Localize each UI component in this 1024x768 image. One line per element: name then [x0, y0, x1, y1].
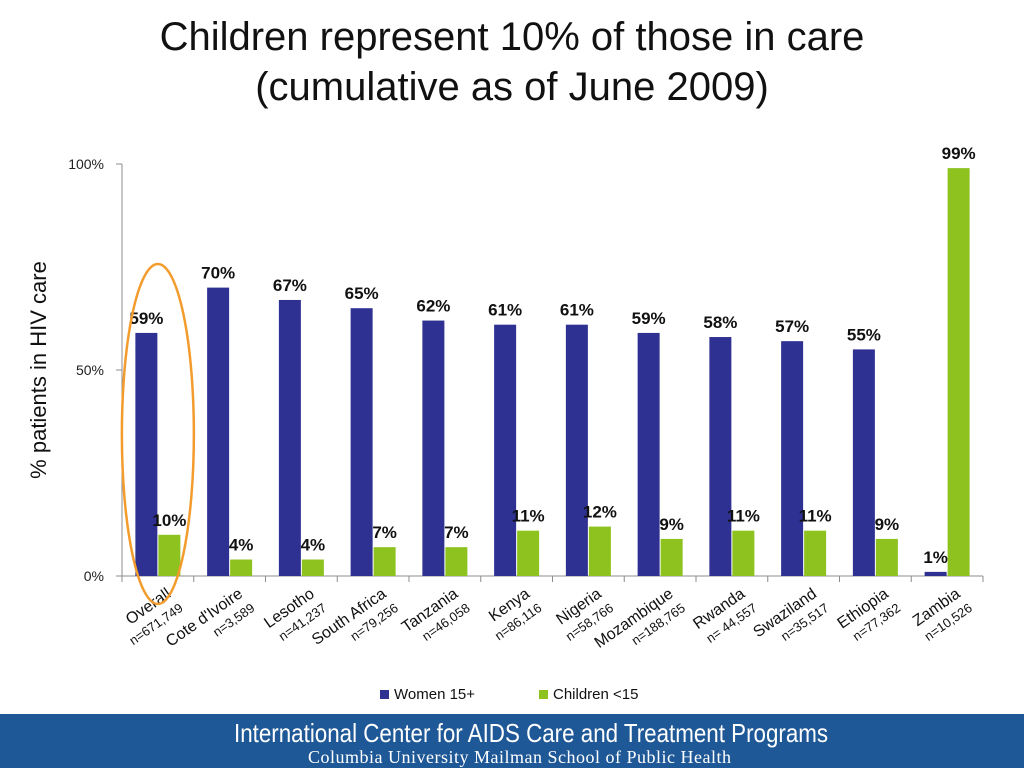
data-label-women: 58%	[703, 313, 737, 332]
data-label-women: 55%	[847, 325, 881, 344]
bar-children	[517, 530, 540, 576]
data-label-children: 7%	[444, 523, 469, 542]
data-label-children: 4%	[301, 536, 326, 555]
bar-women	[637, 332, 660, 576]
data-label-women: 61%	[560, 301, 594, 320]
data-label-women: 61%	[488, 301, 522, 320]
y-tick-label: 0%	[84, 568, 104, 584]
bar-women	[924, 571, 947, 576]
overall-highlight-ellipse	[120, 262, 196, 606]
bar-children	[588, 526, 611, 576]
data-label-children: 7%	[372, 523, 397, 542]
bar-children	[373, 547, 396, 576]
bar-women	[781, 341, 804, 576]
footer-banner: International Center for AIDS Care and T…	[0, 714, 1024, 768]
bar-women	[278, 299, 301, 576]
bar-children	[301, 559, 324, 576]
data-label-children: 4%	[229, 536, 254, 555]
bar-children	[230, 559, 253, 576]
legend-swatch-children	[539, 690, 548, 699]
data-label-women: 59%	[632, 309, 666, 328]
footer-university: Columbia University Mailman School of Pu…	[308, 747, 732, 767]
bar-children	[158, 534, 181, 576]
bar-women	[565, 324, 588, 576]
data-label-women: 59%	[129, 309, 163, 328]
bar-children	[732, 530, 755, 576]
data-label-women: 57%	[775, 317, 809, 336]
y-tick-label: 50%	[76, 362, 104, 378]
data-label-children: 9%	[875, 515, 900, 534]
title-line-2: (cumulative as of June 2009)	[255, 65, 769, 109]
bar-children	[875, 538, 898, 576]
slide-title: Children represent 10% of those in care …	[0, 12, 1024, 112]
bar-women	[135, 332, 158, 576]
data-label-women: 62%	[416, 297, 450, 316]
bar-children	[947, 168, 970, 576]
title-line-1: Children represent 10% of those in care	[159, 15, 865, 59]
bar-women	[207, 287, 230, 576]
bar-chart: 0% 50% 100% % patients in HIV care 59% 70% 67%…	[26, 144, 984, 703]
data-label-children: 11%	[512, 507, 545, 526]
data-label-women: 1%	[923, 548, 948, 567]
data-label-children: 11%	[727, 507, 760, 526]
bar-children	[660, 538, 683, 576]
bar-women	[709, 337, 732, 576]
data-label-women: 67%	[273, 276, 307, 295]
y-tick-label: 100%	[68, 156, 104, 172]
bar-women	[350, 308, 373, 576]
bar-women	[494, 324, 517, 576]
data-label-children: 12%	[583, 503, 617, 522]
legend-label-women: Women 15+	[394, 686, 475, 703]
bar-women	[852, 349, 875, 576]
legend-label-children: Children <15	[553, 686, 638, 703]
data-label-children: 9%	[659, 515, 684, 534]
bar-women	[422, 320, 445, 576]
data-label-children: 10%	[152, 511, 186, 530]
data-label-children: 11%	[799, 507, 832, 526]
data-label-women: 70%	[201, 264, 235, 283]
legend-swatch-women	[380, 690, 389, 699]
bar-children	[445, 547, 468, 576]
footer-organization: International Center for AIDS Care and T…	[234, 718, 829, 748]
bar-children	[804, 530, 827, 576]
data-label-children: 99%	[942, 144, 976, 163]
y-axis-label: % patients in HIV care	[26, 261, 51, 479]
data-label-women: 65%	[345, 284, 379, 303]
